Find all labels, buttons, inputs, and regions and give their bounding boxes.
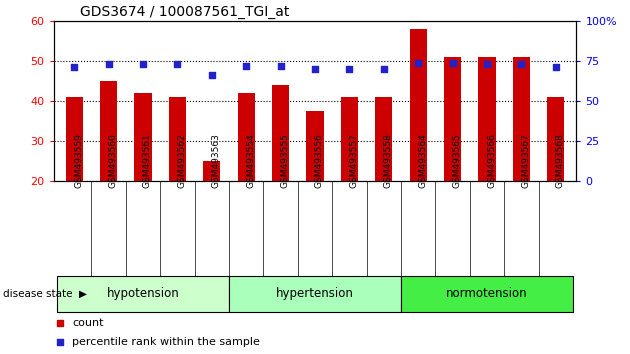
Text: GSM493558: GSM493558 — [384, 133, 392, 188]
Text: GSM493555: GSM493555 — [280, 133, 290, 188]
Bar — [229, 276, 401, 312]
Text: GSM493557: GSM493557 — [350, 133, 358, 188]
Bar — [66, 97, 83, 260]
Bar — [57, 276, 229, 312]
Text: percentile rank within the sample: percentile rank within the sample — [72, 337, 260, 347]
Bar — [203, 161, 220, 260]
Point — [517, 61, 527, 67]
Text: GSM493564: GSM493564 — [418, 133, 427, 188]
Bar — [410, 29, 427, 260]
Text: GDS3674 / 100087561_TGI_at: GDS3674 / 100087561_TGI_at — [79, 5, 289, 19]
Bar — [169, 97, 186, 260]
Text: hypertension: hypertension — [276, 287, 354, 300]
Point — [263, 222, 273, 228]
Text: GSM493562: GSM493562 — [178, 133, 186, 188]
Text: GSM493554: GSM493554 — [246, 133, 255, 188]
Bar — [513, 57, 530, 260]
Point — [241, 63, 251, 69]
Bar — [478, 57, 496, 260]
Text: disease state  ▶: disease state ▶ — [3, 289, 87, 299]
Point — [138, 61, 148, 67]
Point — [345, 66, 355, 72]
Bar — [444, 57, 461, 260]
Point — [69, 64, 79, 70]
Text: GSM493556: GSM493556 — [315, 133, 324, 188]
Point — [103, 61, 113, 67]
Point — [413, 60, 423, 65]
Point — [551, 64, 561, 70]
Text: GSM493563: GSM493563 — [212, 133, 220, 188]
Text: GSM493567: GSM493567 — [522, 133, 530, 188]
Text: count: count — [72, 318, 104, 329]
Text: GSM493565: GSM493565 — [452, 133, 462, 188]
Bar — [547, 97, 564, 260]
Bar — [134, 93, 152, 260]
Point — [263, 52, 273, 58]
Bar — [306, 111, 324, 260]
Point — [173, 61, 183, 67]
Bar — [100, 81, 117, 260]
Point — [207, 73, 217, 78]
Point — [310, 66, 320, 72]
Text: hypotension: hypotension — [106, 287, 180, 300]
Bar — [401, 276, 573, 312]
Text: GSM493559: GSM493559 — [74, 133, 83, 188]
Point — [482, 61, 492, 67]
Bar — [341, 97, 358, 260]
Point — [275, 63, 285, 69]
Text: GSM493561: GSM493561 — [143, 133, 152, 188]
Text: normotension: normotension — [446, 287, 528, 300]
Text: GSM493560: GSM493560 — [108, 133, 118, 188]
Text: GSM493568: GSM493568 — [556, 133, 565, 188]
Bar — [375, 97, 392, 260]
Bar — [238, 93, 255, 260]
Text: GSM493566: GSM493566 — [487, 133, 496, 188]
Point — [447, 60, 457, 65]
Bar — [272, 85, 289, 260]
Point — [379, 66, 389, 72]
